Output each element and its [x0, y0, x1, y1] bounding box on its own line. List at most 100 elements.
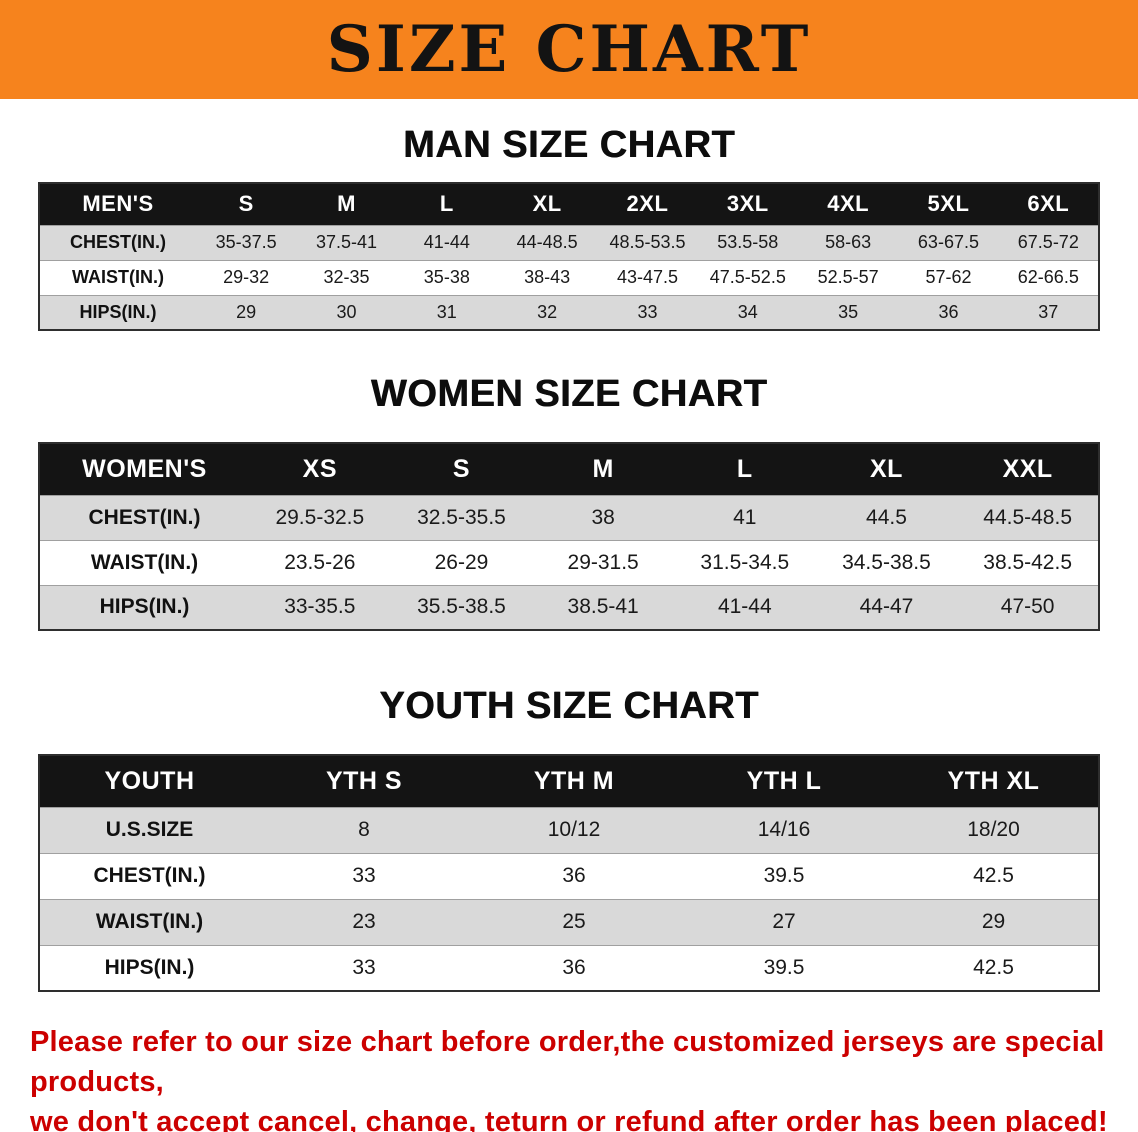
size-value: 25	[562, 910, 586, 933]
size-value: 43-47.5	[616, 267, 678, 287]
row-label: HIPS(IN.)	[79, 301, 157, 322]
size-value: 31.5-34.5	[700, 550, 790, 574]
youth-size-table: YOUTH YTH S YTH M YTH L YTH XL U.S.SIZE 8 10/12…	[38, 754, 1100, 992]
size-value: 35.5-38.5	[417, 595, 506, 619]
row-label: CHEST(IN.)	[88, 505, 201, 529]
size-value: 29-31.5	[567, 550, 639, 574]
size-value: 47.5-52.5	[709, 267, 786, 287]
table-header-row: MEN'S S M L XL 2XL 3XL 4XL 5XL 6XL	[39, 183, 1099, 225]
size-value: 29	[236, 301, 257, 322]
size-column-header: XL	[869, 454, 903, 483]
size-value: 41-44	[717, 595, 772, 619]
size-value: 8	[358, 818, 370, 841]
page-title: SIZE CHART	[326, 12, 812, 87]
size-value: 53.5-58	[717, 232, 779, 252]
size-value: 62-66.5	[1017, 267, 1079, 287]
size-value: 67.5-72	[1017, 232, 1079, 252]
size-column-header: L	[736, 454, 753, 483]
size-value: 35-37.5	[215, 232, 277, 252]
size-chart-banner: SIZE CHART	[0, 0, 1138, 99]
table-row: HIPS(IN.) 33-35.5 35.5-38.5 38.5-41 41-44 44-…	[39, 585, 1099, 630]
size-value: 32-35	[323, 267, 370, 287]
disclaimer-line-1: Please refer to our size chart before or…	[30, 1026, 1105, 1098]
table-row: WAIST(IN.) 23 25 27 29	[39, 899, 1099, 945]
disclaimer-line-2: we don't accept cancel, change, teturn o…	[30, 1106, 1108, 1132]
size-value: 10/12	[547, 818, 601, 841]
size-value: 58-63	[825, 232, 872, 252]
size-value: 29	[981, 910, 1006, 933]
size-value: 23.5-26	[284, 550, 356, 574]
size-column-header: S	[452, 454, 471, 483]
size-column-header: 5XL	[927, 191, 970, 217]
size-value: 29-32	[223, 267, 270, 287]
size-value: 63-67.5	[917, 232, 979, 252]
size-column-header: 3XL	[726, 191, 769, 217]
size-value: 36	[938, 301, 959, 322]
size-column-header: M	[592, 454, 614, 483]
size-value: 26-29	[434, 550, 489, 574]
size-value: 44.5-48.5	[983, 505, 1073, 529]
size-value: 32	[537, 301, 558, 322]
table-row: CHEST(IN.) 29.5-32.5 32.5-35.5 38 41 44.5 44.5…	[39, 495, 1099, 540]
size-value: 31	[436, 301, 457, 322]
row-label: CHEST(IN.)	[93, 864, 206, 887]
row-label: WAIST(IN.)	[95, 910, 204, 933]
size-value: 34.5-38.5	[842, 550, 931, 574]
table-row: CHEST(IN.) 33 36 39.5 42.5	[39, 853, 1099, 899]
size-value: 39.5	[763, 864, 805, 887]
table-row: U.S.SIZE 8 10/12 14/16 18/20	[39, 807, 1099, 853]
size-value: 41	[733, 505, 757, 529]
size-value: 18/20	[967, 818, 1020, 841]
row-label: WAIST(IN.)	[72, 267, 164, 287]
size-value: 33-35.5	[284, 595, 356, 619]
size-value: 52.5-57	[817, 267, 879, 287]
size-column-header: 4XL	[827, 191, 870, 217]
size-value: 29.5-32.5	[275, 505, 365, 529]
row-label: HIPS(IN.)	[104, 955, 195, 979]
size-value: 23	[352, 910, 376, 933]
size-value: 38.5-41	[567, 595, 639, 619]
size-value: 44.5	[866, 505, 907, 529]
size-column-header: S	[238, 191, 254, 217]
table-row: WAIST(IN.) 29-32 32-35 35-38 38-43 43-47.5 47.…	[39, 260, 1099, 295]
size-value: 44-48.5	[516, 232, 578, 252]
size-value: 35	[838, 301, 859, 322]
size-value: 36	[562, 864, 586, 887]
size-value: 37.5-41	[315, 232, 378, 252]
size-value: 42.5	[973, 955, 1014, 979]
table-row: WAIST(IN.) 23.5-26 26-29 29-31.5 31.5-34.5 34…	[39, 540, 1099, 585]
size-column-header: YTH XL	[947, 766, 1040, 795]
size-value: 36	[562, 955, 586, 979]
size-value: 33	[637, 301, 658, 322]
table-header-row: WOMEN'S XS S M L XL XXL	[39, 443, 1099, 495]
size-value: 44-47	[859, 595, 914, 619]
row-label: WAIST(IN.)	[90, 550, 199, 574]
size-value: 38	[591, 505, 615, 529]
size-column-header: L	[439, 191, 454, 217]
size-column-header: YTH M	[533, 766, 615, 795]
size-column-header: 2XL	[626, 191, 669, 217]
table-row: CHEST(IN.) 35-37.5 37.5-41 41-44 44-48.5 48.5…	[39, 225, 1099, 260]
size-value: 47-50	[1000, 595, 1055, 619]
size-value: 33	[352, 955, 376, 979]
size-value: 33	[352, 864, 376, 887]
women-size-chart-section: WOMEN SIZE CHART WOMEN'S XS S M L XL XXL CHEST(…	[0, 373, 1138, 631]
size-value: 41-44	[423, 232, 470, 252]
men-chart-heading: MAN SIZE CHART	[402, 124, 736, 166]
size-column-header: XS	[302, 454, 337, 483]
size-value: 37	[1038, 301, 1059, 322]
size-value: 38-43	[524, 267, 571, 287]
table-corner-label: WOMEN'S	[82, 454, 207, 483]
size-column-header: YTH L	[746, 766, 822, 795]
size-value: 42.5	[973, 864, 1014, 887]
size-column-header: XL	[532, 191, 562, 217]
size-value: 32.5-35.5	[417, 505, 506, 529]
size-value: 39.5	[763, 955, 805, 979]
men-size-table: MEN'S S M L XL 2XL 3XL 4XL 5XL 6XL CHEST(IN.) 35-37…	[38, 182, 1100, 331]
men-size-chart-section: MAN SIZE CHART MEN'S S M L XL 2XL 3XL 4XL 5XL 6XL…	[0, 124, 1138, 331]
size-column-header: 6XL	[1027, 191, 1070, 217]
women-chart-heading: WOMEN SIZE CHART	[370, 373, 768, 415]
size-column-header: M	[337, 191, 356, 217]
size-value: 30	[336, 301, 357, 322]
size-value: 34	[737, 301, 758, 322]
